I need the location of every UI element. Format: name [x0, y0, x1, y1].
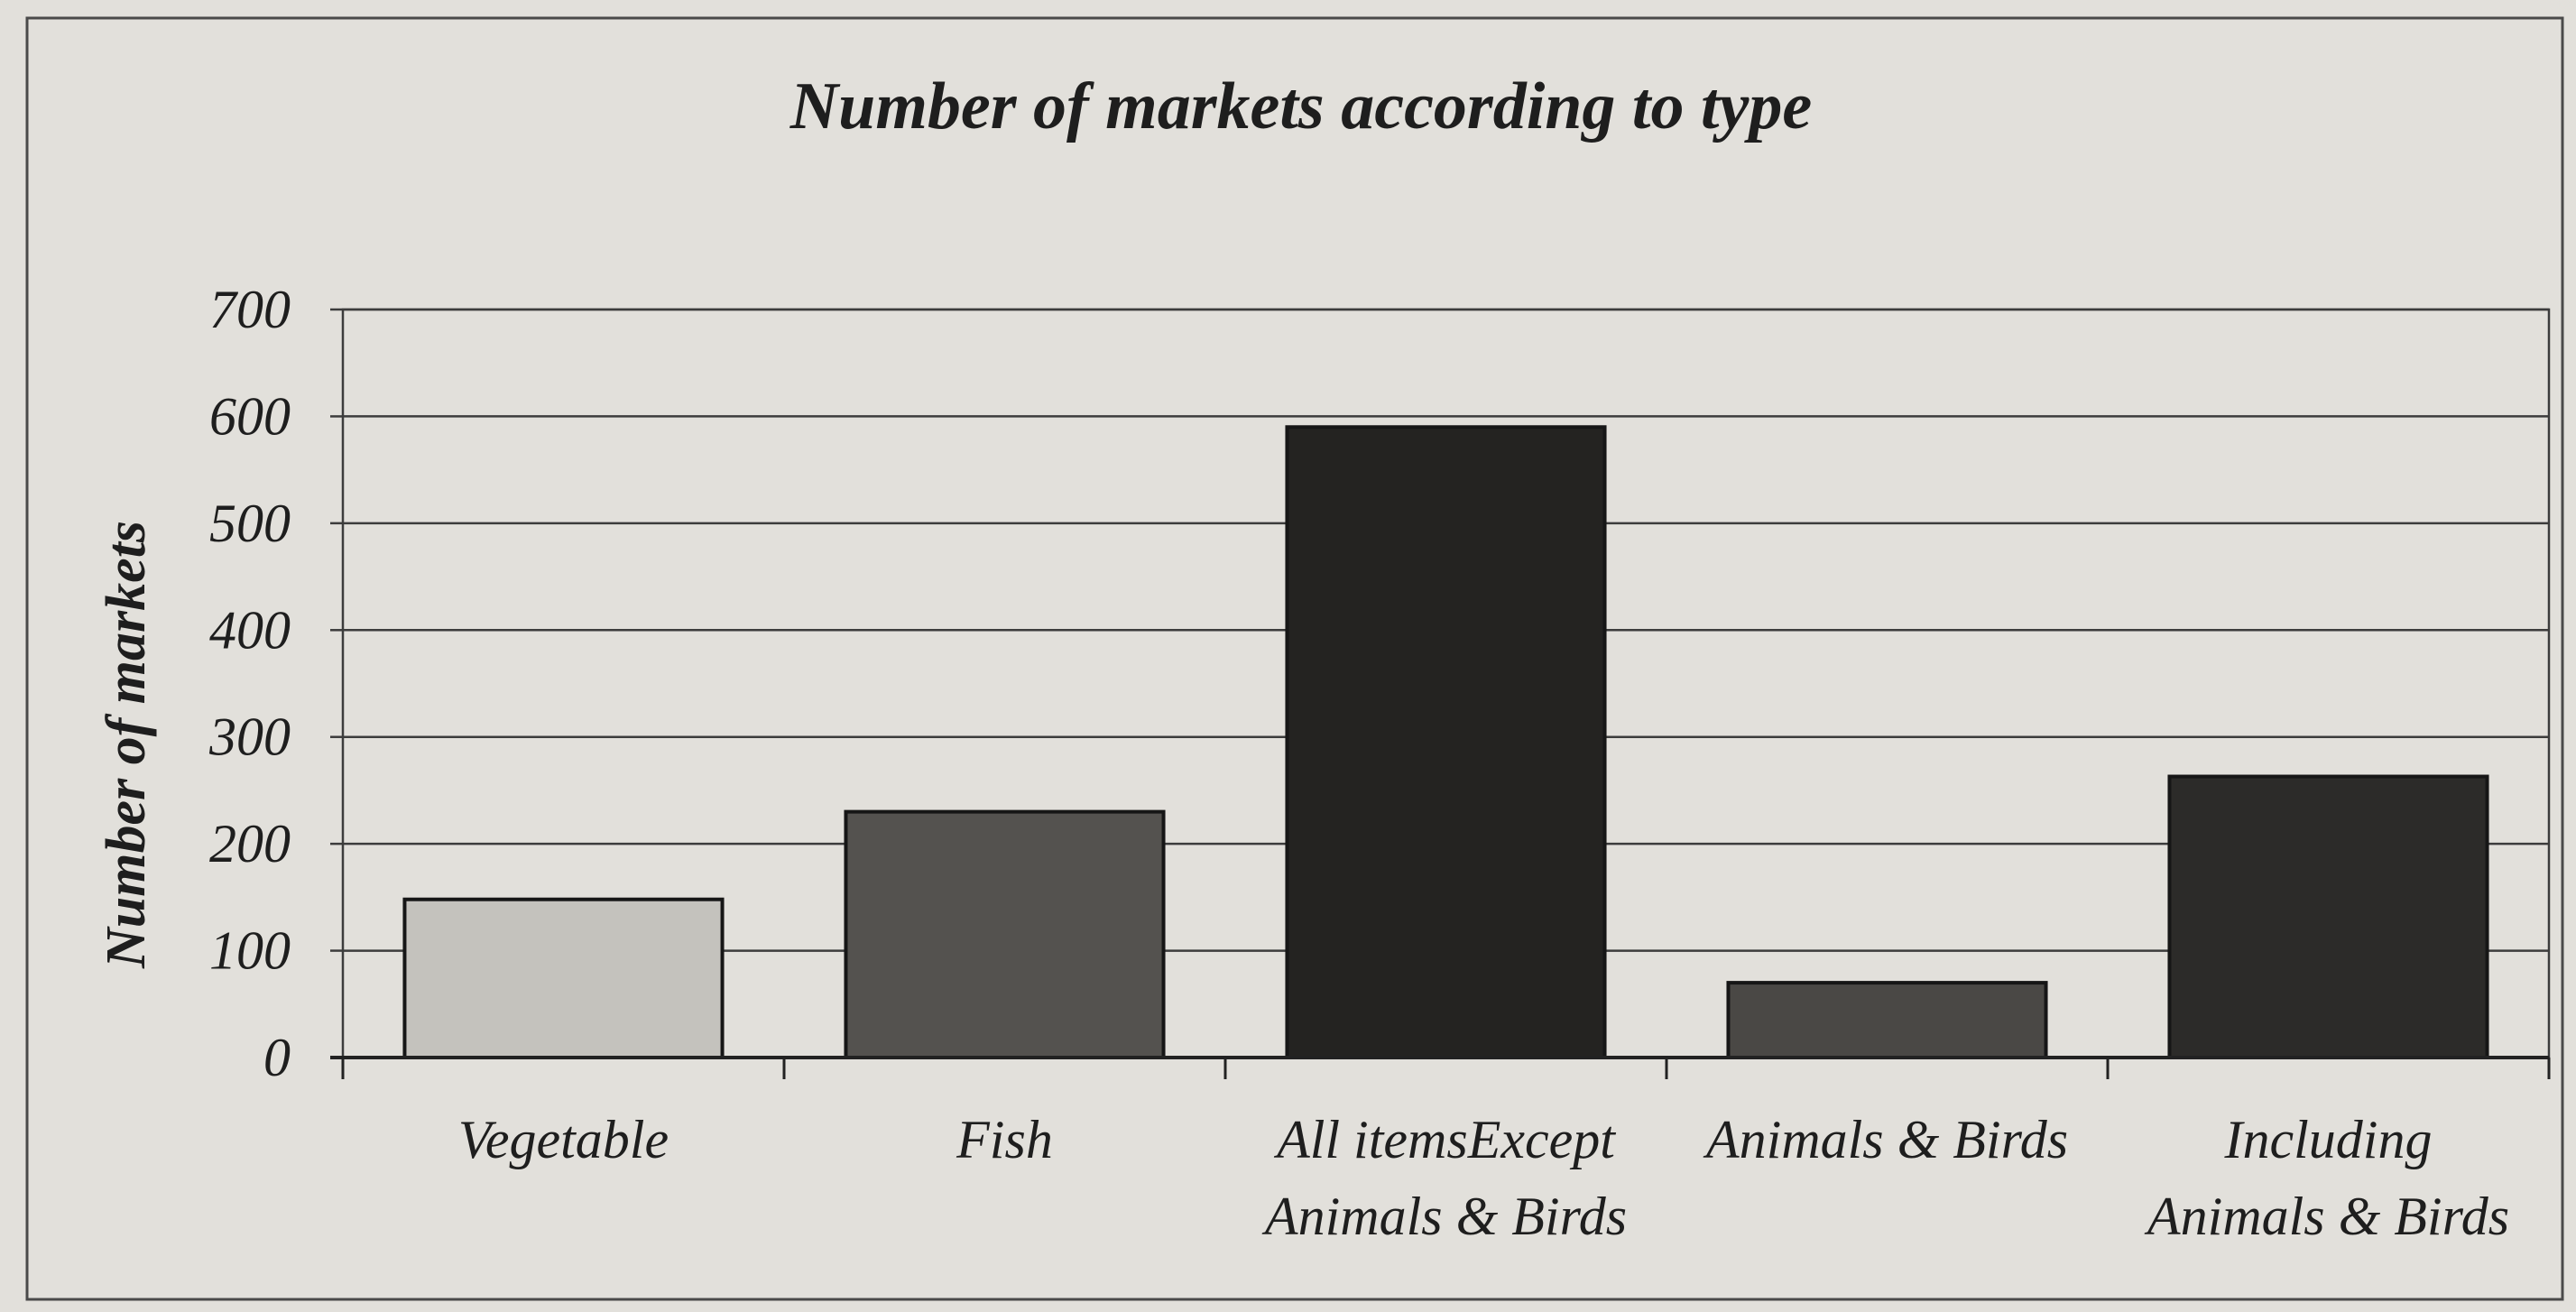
x-axis-labels: Vegetable Fish All itemsExcept Animals & Bi… — [458, 1110, 2509, 1246]
bar — [1285, 425, 1607, 1059]
x-tick-label: Vegetable — [458, 1110, 669, 1169]
chart-title: Number of markets according to type — [789, 69, 1813, 143]
bar — [1726, 981, 2048, 1059]
y-tick-label: 100 — [209, 921, 291, 981]
x-tick-label: Fish — [956, 1110, 1053, 1169]
y-axis-ticks: 0 100 200 300 400 500 600 700 — [208, 280, 343, 1087]
bar — [844, 809, 1166, 1059]
y-tick-label: 500 — [209, 494, 291, 553]
y-tick-label: 700 — [209, 280, 291, 339]
y-tick-label: 200 — [209, 814, 291, 873]
bars — [402, 425, 2489, 1059]
y-axis-title: Number of markets — [96, 521, 157, 969]
x-tick-label: Animals & Birds — [1703, 1110, 2068, 1169]
y-tick-label: 0 — [263, 1028, 291, 1087]
x-axis — [330, 1056, 2551, 1079]
x-tick-label: Including Animals & Birds — [2144, 1110, 2509, 1246]
y-tick-label: 600 — [209, 386, 291, 446]
bar — [2167, 774, 2489, 1059]
y-tick-label: 300 — [208, 707, 291, 767]
x-tick-label: All itemsExcept Animals & Birds — [1261, 1110, 1627, 1246]
bar — [402, 897, 725, 1059]
outer-border — [25, 16, 2564, 1301]
y-tick-label: 400 — [209, 600, 291, 660]
